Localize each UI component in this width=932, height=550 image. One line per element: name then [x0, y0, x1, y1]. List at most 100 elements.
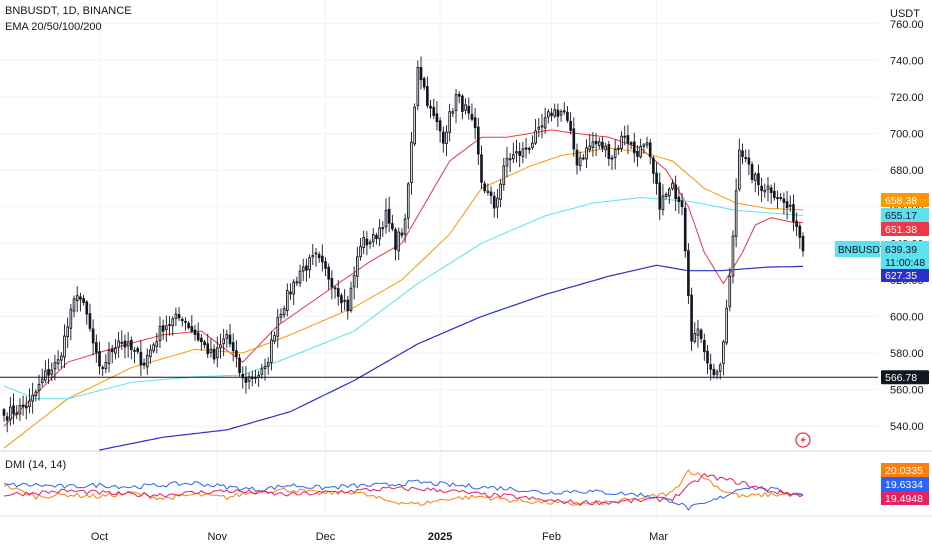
candle: [378, 219, 381, 247]
dmi-value-tag: 19.4948: [881, 491, 929, 505]
candle: [381, 221, 385, 237]
ema-lines: [3, 129, 804, 451]
candle: [406, 181, 410, 229]
candle: [161, 319, 165, 340]
candle: [85, 300, 89, 325]
candle: [292, 279, 295, 306]
candle: [282, 305, 286, 319]
candle: [88, 303, 92, 332]
y-tick-label: 700.00: [890, 129, 924, 141]
candle: [429, 99, 432, 119]
candle: [661, 184, 665, 216]
candle: [403, 213, 407, 243]
ema200-line: [99, 264, 804, 451]
candle: [502, 157, 506, 191]
candle: [718, 362, 722, 380]
candle: [476, 117, 480, 165]
candle: [136, 346, 140, 355]
candle: [419, 56, 423, 90]
y-tick-label: 720.00: [890, 92, 924, 104]
y-tick-label: 680.00: [890, 165, 924, 177]
svg-text:627.35: 627.35: [885, 270, 917, 282]
candle: [371, 228, 375, 248]
candle: [343, 289, 346, 311]
candle: [594, 133, 598, 156]
x-tick-label: Dec: [316, 531, 336, 543]
y-tick-label: 760.00: [890, 19, 924, 31]
candle: [314, 247, 318, 267]
candle: [270, 331, 273, 371]
candle: [585, 139, 588, 168]
candle: [795, 212, 798, 237]
candle: [639, 138, 642, 159]
candle: [445, 125, 448, 157]
candle: [21, 395, 25, 416]
candle: [470, 103, 474, 122]
ema100-line: [3, 197, 804, 400]
candle: [798, 222, 802, 249]
candle: [114, 338, 117, 360]
candle: [527, 146, 531, 154]
candle: [788, 195, 792, 212]
time-axis[interactable]: Oct Nov Dec 2025 Feb Mar: [91, 531, 668, 543]
ema50-line: [3, 147, 804, 449]
candle: [104, 354, 108, 374]
svg-text:19.6334: 19.6334: [885, 479, 923, 491]
lightning-icon[interactable]: [795, 432, 811, 448]
candle: [94, 334, 98, 363]
candle: [79, 292, 82, 312]
currency-label[interactable]: USDT: [890, 8, 920, 20]
candle: [215, 336, 219, 367]
candle: [397, 227, 401, 260]
candle: [266, 357, 270, 375]
candle: [187, 320, 190, 330]
candle: [454, 89, 458, 124]
candle: [683, 202, 687, 258]
candle: [422, 76, 426, 91]
candle: [200, 334, 203, 351]
candle: [448, 103, 451, 142]
candle: [346, 295, 350, 320]
candle: [696, 319, 700, 348]
candle: [410, 131, 413, 195]
price-tag: 566.78: [881, 370, 929, 385]
candle: [47, 358, 50, 384]
dmi-indicator-label[interactable]: DMI (14, 14): [5, 459, 67, 471]
symbol-title[interactable]: BNBUSDT, 1D, BINANCE: [5, 5, 132, 17]
candle: [709, 353, 713, 381]
candle: [785, 190, 789, 220]
y-tick-label: 580.00: [890, 348, 924, 360]
candle: [59, 352, 63, 369]
candle: [384, 198, 388, 234]
candle: [508, 152, 512, 173]
candle: [145, 348, 149, 375]
candle: [699, 328, 703, 343]
x-tick-label: Feb: [542, 531, 561, 543]
candle: [792, 194, 795, 232]
candle: [575, 143, 579, 175]
candle: [690, 287, 693, 351]
candle: [607, 140, 611, 166]
candle: [569, 112, 572, 135]
dmi-line: [3, 469, 804, 507]
svg-text:655.17: 655.17: [885, 210, 917, 222]
candle: [362, 230, 366, 255]
candle: [184, 317, 187, 331]
candle: [667, 187, 671, 205]
ema-indicator-label[interactable]: EMA 20/50/100/200: [5, 21, 102, 33]
candle: [505, 146, 509, 178]
candle: [604, 142, 607, 158]
candle: [139, 340, 143, 377]
candle: [578, 151, 582, 171]
candle: [636, 145, 639, 167]
candle: [687, 243, 690, 304]
candle: [394, 227, 397, 261]
candle: [9, 396, 12, 426]
candle: [273, 331, 276, 345]
dmi-value-tag: 19.6334: [881, 477, 929, 491]
y-tick-label: 560.00: [890, 385, 924, 397]
candle: [317, 251, 321, 263]
price-tag: 627.35: [881, 268, 929, 282]
